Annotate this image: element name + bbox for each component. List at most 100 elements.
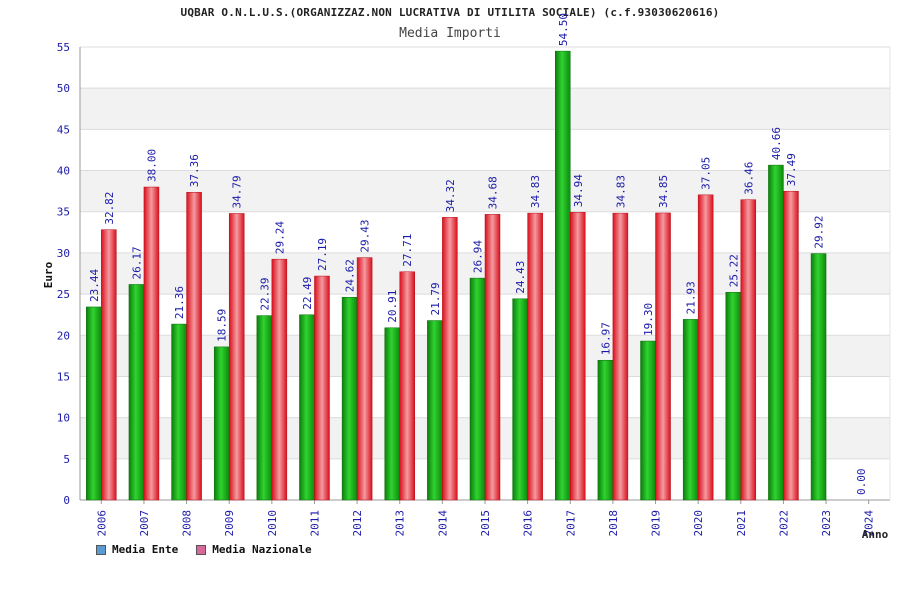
data-label-media-nazionale: 34.85 <box>657 175 670 208</box>
x-tick-label: 2011 <box>308 510 321 537</box>
data-labels: 23.44 32.82 26.17 38.00 21.36 37.36 18.59 34.79… <box>88 13 868 495</box>
x-tick-label: 2022 <box>777 510 790 537</box>
bar-media-ente <box>768 164 784 501</box>
data-label-media-nazionale: 27.19 <box>316 238 329 271</box>
data-label-media-ente: 22.39 <box>258 277 271 310</box>
data-label-media-ente: 40.66 <box>770 127 783 160</box>
x-tick-label: 2015 <box>479 510 492 537</box>
data-label-media-ente: 29.92 <box>813 215 826 248</box>
y-tick-label: 10 <box>57 412 70 425</box>
data-label-media-ente: 24.43 <box>514 261 527 294</box>
data-label-media-ente: 16.97 <box>599 322 612 355</box>
data-label-media-nazionale: 29.24 <box>273 221 286 254</box>
bar-media-ente <box>555 50 571 501</box>
plot-band <box>80 88 890 130</box>
y-tick-label: 35 <box>57 206 70 219</box>
x-axis-label: Anno <box>862 528 889 541</box>
data-label-media-ente: 0.00 <box>855 469 868 496</box>
y-tick-label: 15 <box>57 370 70 383</box>
data-label-media-ente: 22.49 <box>301 277 314 310</box>
bar-media-ente <box>640 340 656 501</box>
chart-subtitle: Media Importi <box>399 26 501 41</box>
data-label-media-ente: 26.17 <box>130 246 143 279</box>
bar-media-ente <box>128 284 145 501</box>
plot-band <box>80 129 890 171</box>
chart-title: UQBAR O.N.L.U.S.(ORGANIZZAZ.NON LUCRATIV… <box>180 6 720 19</box>
data-label-media-nazionale: 34.68 <box>487 176 500 209</box>
bar-media-ente <box>597 359 614 501</box>
bar-media-nazionale <box>271 258 288 501</box>
bar-media-nazionale <box>527 212 543 501</box>
y-tick-labels: 0 5 10 15 20 25 30 35 40 45 50 55 <box>57 41 70 507</box>
bar-media-ente <box>810 253 827 501</box>
y-tick-label: 30 <box>57 247 70 260</box>
data-label-media-nazionale: 37.49 <box>785 153 798 186</box>
x-tick-label: 2007 <box>138 510 151 537</box>
x-tick-label: 2021 <box>735 510 748 537</box>
bar-media-nazionale <box>143 186 160 501</box>
legend-swatch-media-nazionale <box>196 544 207 555</box>
data-label-media-nazionale: 36.46 <box>742 162 755 195</box>
bars <box>86 50 827 501</box>
y-tick-label: 5 <box>63 453 70 466</box>
bar-media-ente <box>384 327 400 501</box>
legend-item-media-nazionale: Media Nazionale <box>196 543 312 556</box>
bar-media-nazionale <box>655 212 671 501</box>
data-label-media-ente: 18.59 <box>216 309 229 342</box>
bar-media-ente <box>469 277 486 501</box>
bar-media-ente <box>299 314 315 501</box>
bar-media-ente <box>213 346 230 501</box>
bar-media-ente <box>341 296 358 501</box>
y-tick-label: 40 <box>57 165 70 178</box>
y-tick-label: 55 <box>57 41 70 54</box>
x-tick-label: 2013 <box>394 510 407 537</box>
x-tick-label: 2020 <box>692 510 705 537</box>
x-tick-label: 2024 <box>863 510 876 537</box>
data-label-media-ente: 24.62 <box>344 259 357 292</box>
bar-media-nazionale <box>101 229 117 501</box>
legend-swatch-media-ente <box>96 544 106 555</box>
legend-item-media-ente: Media Ente <box>96 543 178 556</box>
x-tick-label: 2012 <box>351 510 364 537</box>
x-tick-label: 2006 <box>95 510 108 537</box>
data-label-media-ente: 54.50 <box>557 13 570 46</box>
bar-media-nazionale <box>399 271 415 501</box>
y-tick-label: 20 <box>57 329 70 342</box>
data-label-media-nazionale: 38.00 <box>145 149 158 182</box>
bar-media-nazionale <box>783 190 799 501</box>
legend: Media Ente Media Nazionale <box>96 543 312 556</box>
bar-media-ente <box>256 315 273 501</box>
bar-media-nazionale <box>356 257 373 501</box>
data-label-media-ente: 19.30 <box>642 303 655 336</box>
data-label-media-nazionale: 37.36 <box>188 154 201 187</box>
data-label-media-ente: 25.22 <box>727 254 740 287</box>
bar-media-nazionale <box>570 211 586 501</box>
data-label-media-nazionale: 34.94 <box>572 174 585 207</box>
data-label-media-nazionale: 29.43 <box>359 219 372 252</box>
bar-media-nazionale <box>740 199 757 501</box>
x-tick-label: 2018 <box>607 510 620 537</box>
bar-media-nazionale <box>186 192 202 501</box>
x-tick-label: 2023 <box>820 510 833 537</box>
x-tick-label: 2017 <box>564 510 577 537</box>
x-tick-label: 2009 <box>223 510 236 537</box>
plot-band <box>80 47 890 89</box>
x-tick-label: 2019 <box>650 510 663 537</box>
data-label-media-ente: 23.44 <box>88 268 101 301</box>
y-tick-label: 45 <box>57 123 70 136</box>
bar-media-nazionale <box>612 212 629 501</box>
y-axis-label: Euro <box>42 261 55 288</box>
bar-media-ente <box>427 320 443 501</box>
bar-media-ente <box>171 323 187 501</box>
legend-label-media-nazionale: Media Nazionale <box>212 543 312 556</box>
data-label-media-nazionale: 27.71 <box>401 234 414 267</box>
x-tick-label: 2010 <box>266 510 279 537</box>
data-label-media-ente: 21.93 <box>685 281 698 314</box>
data-label-media-ente: 26.94 <box>472 240 485 273</box>
x-tick-label: 2016 <box>522 510 535 537</box>
data-label-media-nazionale: 34.83 <box>529 175 542 208</box>
bar-media-nazionale <box>442 217 458 501</box>
data-label-media-nazionale: 34.83 <box>614 175 627 208</box>
bar-media-ente <box>725 292 742 501</box>
